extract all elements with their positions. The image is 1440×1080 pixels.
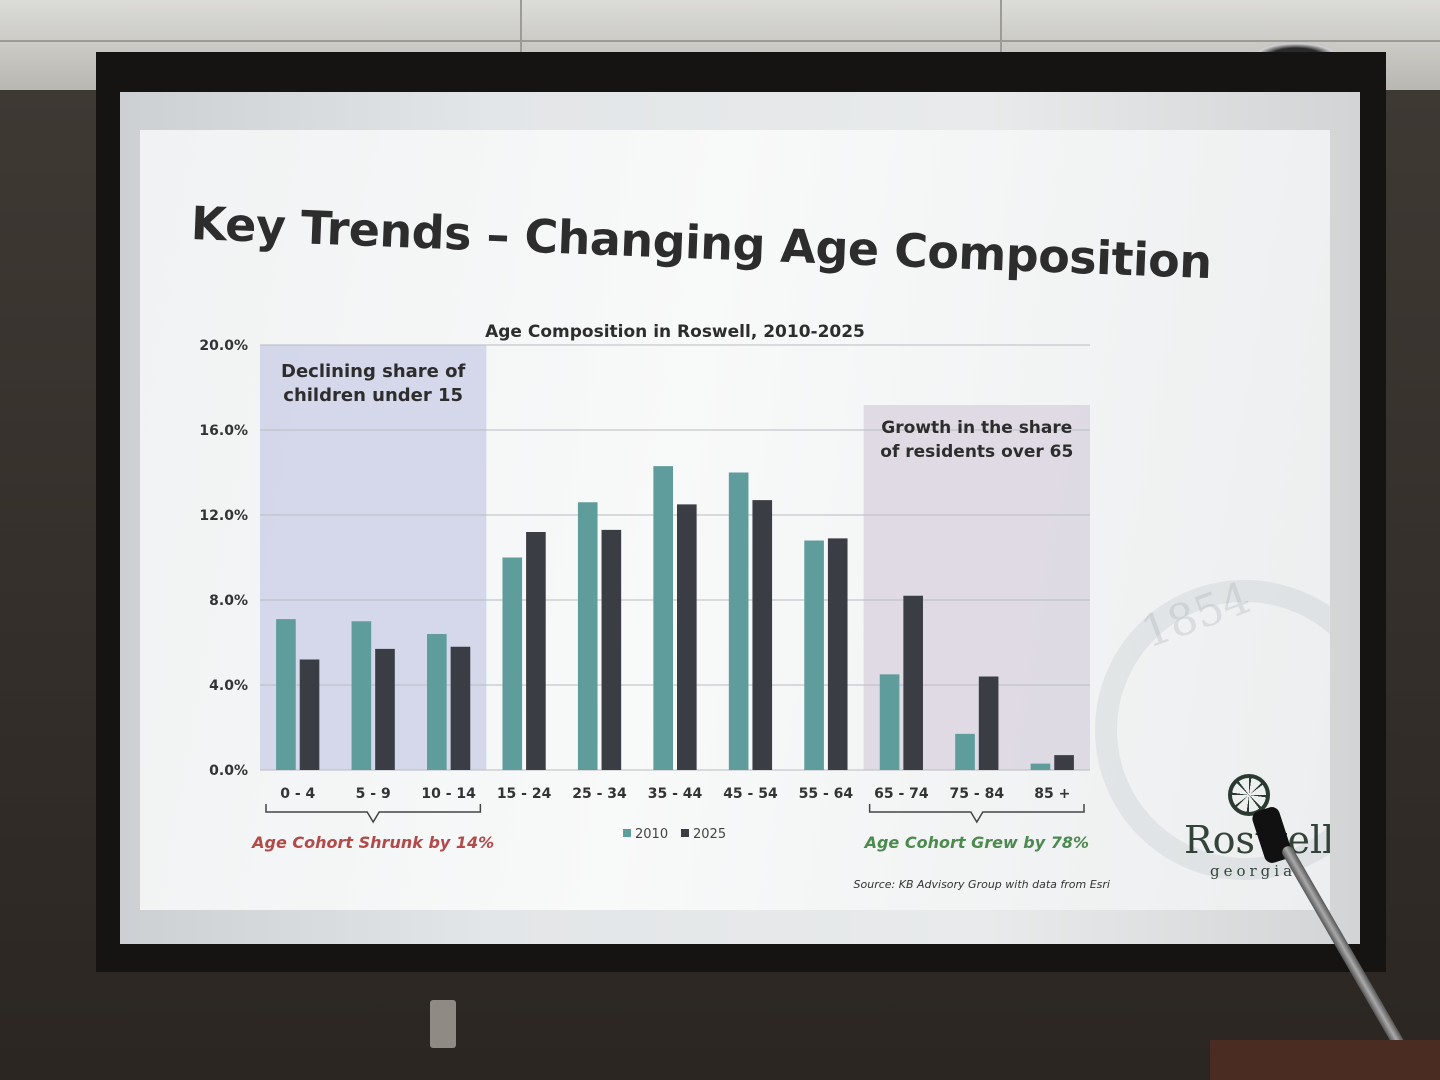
bar-2025 [450, 646, 471, 770]
x-tick-label: 25 - 34 [572, 786, 627, 802]
right-bracket-label: Age Cohort Grew by 78% [863, 833, 1089, 852]
y-tick-label: 8.0% [209, 593, 248, 609]
left-bracket [265, 804, 482, 824]
highlight-region-seniors [863, 405, 1090, 770]
bar-2010 [502, 557, 523, 770]
bar-2025 [827, 538, 848, 770]
x-tick-label: 35 - 44 [648, 786, 703, 802]
bar-2010 [728, 472, 749, 770]
left-annotation-text: children under 15 [283, 385, 463, 406]
x-tick-label: 5 - 9 [356, 786, 391, 802]
bar-2010 [955, 733, 975, 770]
bar-2025 [601, 529, 622, 770]
bar-2025 [299, 659, 320, 770]
x-tick-label: 85 + [1034, 786, 1070, 802]
left-bracket-label: Age Cohort Shrunk by 14% [250, 833, 494, 852]
bar-2025 [677, 504, 697, 770]
y-tick-label: 0.0% [209, 763, 248, 779]
bar-2010 [276, 619, 296, 770]
bar-2025 [978, 676, 999, 770]
bar-2010 [879, 674, 900, 770]
right-annotation-text: of residents over 65 [880, 442, 1073, 462]
x-tick-label: 10 - 14 [421, 786, 476, 802]
ceiling-line [0, 40, 1440, 42]
left-annotation-text: Declining share of [281, 361, 466, 382]
right-annotation-text: Growth in the share [881, 418, 1072, 438]
x-tick-label: 0 - 4 [280, 786, 315, 802]
podium [1210, 1040, 1440, 1080]
bar-2025 [752, 500, 773, 770]
bar-2025 [375, 648, 395, 770]
bar-2025 [903, 595, 923, 770]
bar-2010 [1030, 763, 1051, 770]
y-tick-label: 16.0% [199, 423, 248, 439]
age-composition-chart: 0.0% 4.0% 8.0% 12.0% 16.0% 20.0% 0 - 4 5 - 9 10 … [199, 322, 1110, 891]
x-tick-label: 55 - 64 [799, 786, 854, 802]
y-tick-label: 12.0% [199, 508, 248, 524]
ceiling-line [520, 0, 522, 90]
legend-swatch-2010 [623, 829, 631, 837]
right-bracket [868, 804, 1085, 824]
source-note: Source: KB Advisory Group with data from… [854, 878, 1110, 891]
x-tick-label: 75 - 84 [950, 786, 1005, 802]
bar-2010 [351, 621, 372, 770]
x-tick-label: 65 - 74 [874, 786, 929, 802]
bar-2025 [526, 532, 546, 770]
y-tick-label: 4.0% [209, 678, 248, 694]
roswell-logo: Roswell georgia [1180, 770, 1330, 890]
x-tick-label: 15 - 24 [497, 786, 552, 802]
bar-2010 [653, 466, 673, 770]
bar-2010 [804, 540, 824, 770]
highlight-region-children [260, 345, 487, 770]
logo-subtext: georgia [1210, 862, 1297, 880]
waterwheel-icon [1228, 774, 1270, 816]
x-tick-label: 45 - 54 [723, 786, 778, 802]
bar-2010 [577, 502, 598, 770]
ceiling-line [1000, 0, 1002, 90]
bar-2025 [1054, 755, 1074, 770]
legend-swatch-2025 [681, 829, 689, 837]
slide: Key Trends – Changing Age Composition 18… [140, 130, 1330, 910]
legend-label-2025: 2025 [693, 827, 726, 842]
legend-label-2010: 2010 [635, 827, 668, 842]
wall-outlet [430, 1000, 456, 1048]
y-tick-label: 20.0% [199, 338, 248, 354]
bar-2010 [427, 634, 447, 770]
chart-title: Age Composition in Roswell, 2010-2025 [485, 322, 865, 342]
